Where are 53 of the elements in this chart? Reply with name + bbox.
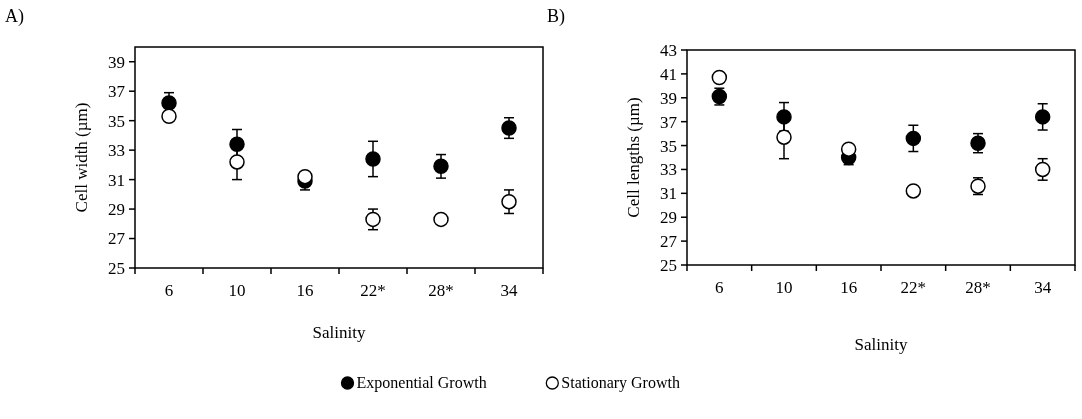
point — [433, 158, 449, 175]
y-tick-label: 29 — [660, 208, 677, 228]
x-tick-label: 6 — [715, 278, 724, 297]
x-tick-label: 34 — [500, 281, 518, 300]
point — [229, 154, 245, 170]
y-tick-label: 25 — [660, 255, 677, 275]
point — [840, 141, 857, 157]
x-tick-label: 22* — [360, 281, 386, 300]
point — [161, 108, 177, 124]
x-tick-label: 22* — [900, 278, 927, 297]
y-tick-label: 31 — [108, 170, 125, 190]
point — [365, 151, 381, 167]
chart-title: A) — [5, 6, 24, 27]
x-tick-label: 28* — [965, 278, 991, 297]
y-tick-label: 33 — [660, 160, 677, 180]
x-axis-title: Salinity — [312, 323, 366, 342]
y-axis-title: Cell lengths (µm) — [624, 97, 643, 218]
legend-label: Stationary Growth — [561, 374, 680, 392]
point — [433, 211, 449, 228]
y-tick-label: 29 — [108, 200, 125, 220]
y-tick-label: 35 — [108, 111, 125, 131]
point — [711, 69, 728, 86]
y-tick-label: 25 — [108, 258, 125, 278]
point — [776, 129, 792, 145]
point — [501, 120, 517, 136]
point — [1034, 109, 1051, 125]
y-tick-label: 35 — [660, 136, 677, 156]
x-axis-title: Salinity — [854, 335, 908, 354]
legend-label: Exponential Growth — [356, 374, 487, 392]
y-tick-label: 33 — [108, 141, 125, 161]
chart-title: B) — [547, 6, 566, 27]
y-tick-label: 37 — [108, 82, 126, 102]
point — [905, 183, 922, 199]
y-tick-label: 41 — [660, 64, 677, 84]
y-tick-label: 39 — [660, 88, 677, 108]
y-tick-label: 39 — [108, 52, 125, 72]
x-tick-label: 28* — [428, 281, 454, 300]
point — [161, 95, 177, 111]
point — [1034, 161, 1051, 178]
x-tick-label: 6 — [164, 281, 174, 300]
x-tick-label: 34 — [1034, 278, 1052, 297]
point — [501, 193, 517, 210]
x-tick-label: 16 — [840, 278, 858, 297]
y-tick-label: 43 — [660, 40, 677, 60]
point — [905, 130, 922, 147]
x-tick-label: 16 — [296, 281, 314, 300]
x-tick-label: 10 — [775, 278, 793, 297]
x-tick-label: 10 — [228, 281, 246, 300]
y-tick-label: 27 — [660, 232, 678, 252]
y-tick-label: 27 — [108, 229, 126, 249]
y-tick-label: 31 — [660, 184, 677, 204]
y-tick-label: 37 — [660, 112, 678, 132]
y-axis-title: Cell width (µm) — [72, 102, 91, 213]
